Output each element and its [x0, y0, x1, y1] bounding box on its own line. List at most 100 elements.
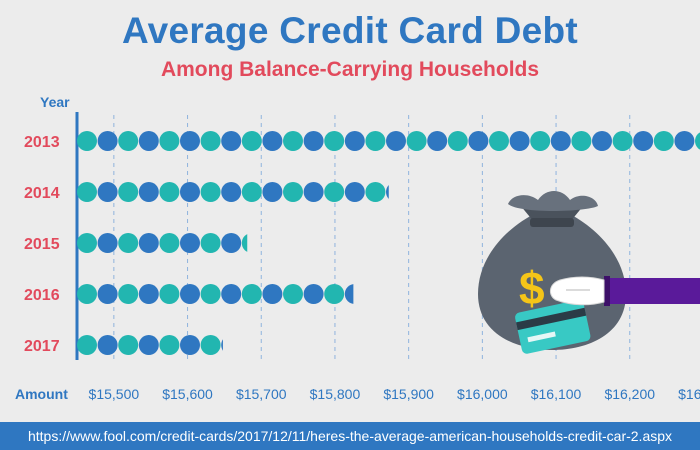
- bar-dot: [262, 131, 283, 151]
- bar-dot: [221, 131, 242, 151]
- bar-dot: [200, 131, 221, 151]
- bar-dot: [200, 284, 221, 304]
- x-tick-label: $16,100: [531, 386, 582, 402]
- bar-dot: [138, 233, 159, 253]
- bar-dot: [97, 233, 118, 253]
- year-label: 2016: [24, 287, 60, 304]
- money-bag-illustration: $: [478, 191, 700, 354]
- bar-dot: [118, 233, 139, 253]
- bar-dot: [180, 131, 200, 151]
- bar-dot: [97, 335, 118, 355]
- bar-dot: [159, 335, 180, 355]
- bar-dot: [97, 182, 118, 202]
- bar-dot: [283, 284, 303, 304]
- bar-dot: [283, 131, 303, 151]
- chart-title: Average Credit Card Debt: [121, 10, 579, 51]
- bar-dot: [550, 131, 571, 151]
- bar-dot: [159, 284, 180, 304]
- bar-dot: [386, 185, 389, 199]
- bar-dot: [241, 234, 248, 252]
- hand-icon: [550, 276, 700, 306]
- bar-dot: [118, 284, 139, 304]
- bar-dot: [97, 131, 118, 151]
- x-tick-label: $15,700: [236, 386, 287, 402]
- bar-dot: [118, 182, 139, 202]
- bar-dot: [262, 284, 283, 304]
- bar-dot: [324, 182, 345, 202]
- x-tick-label: $16,300: [678, 386, 700, 402]
- bar-dot: [200, 233, 221, 253]
- dot-bar-chart: Year Amount 2013 2014 2015 2016 2017 $15,500…: [15, 94, 700, 402]
- bar-dot: [509, 131, 530, 151]
- bar-dot: [241, 284, 262, 304]
- year-label: 2017: [24, 338, 60, 355]
- bar-dot: [200, 335, 221, 355]
- bar-dot: [180, 284, 200, 304]
- source-url[interactable]: https://www.fool.com/credit-cards/2017/1…: [27, 428, 673, 444]
- bar-dot: [447, 131, 468, 151]
- bar-dot: [592, 131, 612, 151]
- year-label: 2013: [24, 134, 60, 151]
- credit-card-icon: [515, 299, 591, 354]
- bar-dot: [283, 182, 303, 202]
- bar-dot: [180, 182, 200, 202]
- year-label: 2015: [24, 236, 60, 253]
- bar-dot: [653, 131, 674, 151]
- bar-dot: [159, 131, 180, 151]
- bar-dot: [180, 233, 200, 253]
- bar-dot: [97, 284, 118, 304]
- bar-dot: [303, 284, 324, 304]
- x-tick-label: $15,800: [310, 386, 361, 402]
- bar-dot: [303, 131, 324, 151]
- bar-dot: [180, 335, 200, 355]
- bar-dot: [241, 131, 262, 151]
- bar-dot: [406, 131, 427, 151]
- bar-dot: [344, 182, 365, 202]
- bar-dot: [427, 131, 448, 151]
- bar-dot: [468, 131, 489, 151]
- x-tick-label: $15,500: [89, 386, 140, 402]
- bar-dot: [344, 131, 365, 151]
- bar-2013: [77, 131, 700, 151]
- year-label: 2014: [24, 185, 60, 202]
- bar-dot: [612, 131, 633, 151]
- bar-dot: [77, 131, 97, 151]
- bar-dot: [138, 182, 159, 202]
- bar-dot: [118, 131, 139, 151]
- bar-dot: [324, 284, 345, 304]
- dollar-glyph: $: [519, 262, 545, 314]
- x-tick-label: $16,200: [604, 386, 655, 402]
- bar-2014: [77, 182, 389, 202]
- bar-dot: [221, 233, 242, 253]
- bar-dot: [138, 284, 159, 304]
- bar-dot: [221, 339, 223, 351]
- bar-dot: [365, 131, 386, 151]
- bar-dot: [138, 131, 159, 151]
- x-tick-label: $15,600: [162, 386, 213, 402]
- x-tick-label: $15,900: [383, 386, 434, 402]
- dollar-sign-icon: $: [519, 262, 545, 314]
- source-footer: https://www.fool.com/credit-cards/2017/1…: [0, 422, 700, 450]
- bar-dot: [200, 182, 221, 202]
- bar-dot: [77, 233, 97, 253]
- bar-2017: [77, 335, 223, 355]
- bar-dot: [77, 182, 97, 202]
- bar-dot: [633, 131, 654, 151]
- bar-dot: [695, 132, 700, 150]
- chart-subtitle: Among Balance-Carrying Households: [160, 58, 540, 81]
- bar-dot: [344, 284, 354, 304]
- bar-dot: [221, 284, 242, 304]
- bar-dot: [138, 335, 159, 355]
- bar-dot: [77, 335, 97, 355]
- bar-dot: [571, 131, 592, 151]
- bar-dot: [324, 131, 345, 151]
- bar-dot: [77, 284, 97, 304]
- x-axis-label: Amount: [15, 386, 68, 402]
- bar-dot: [118, 335, 139, 355]
- bar-dot: [159, 233, 180, 253]
- bar-dot: [530, 131, 551, 151]
- bar-dot: [303, 182, 324, 202]
- bar-dot: [221, 182, 242, 202]
- bar-dot: [241, 182, 262, 202]
- money-bag-icon: [478, 191, 626, 350]
